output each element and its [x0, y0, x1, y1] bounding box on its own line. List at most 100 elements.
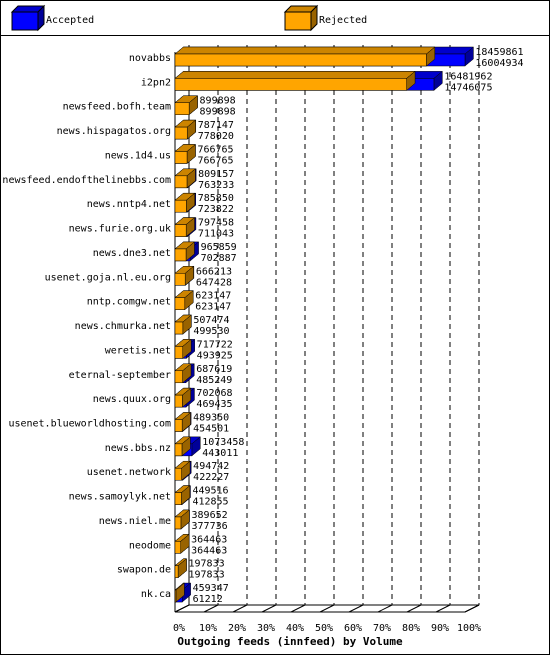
- bar: [174, 419, 183, 432]
- value-label: 766765: [197, 144, 233, 155]
- bar: [174, 273, 186, 286]
- y-tick-label: weretis.net: [105, 345, 171, 356]
- value-label: 499530: [193, 326, 229, 337]
- value-label: 711043: [198, 229, 234, 240]
- tick-mark: [174, 604, 190, 613]
- value-label: 454501: [193, 423, 229, 434]
- y-tick-label: novabbs: [129, 53, 171, 64]
- y-tick-label: news.nntp4.net: [87, 199, 171, 210]
- y-tick-label: news.1d4.us: [105, 150, 171, 161]
- value-label: 364463: [191, 534, 227, 545]
- value-label: 61212: [193, 594, 223, 605]
- bar: [174, 78, 407, 91]
- bar: [174, 467, 182, 481]
- legend-swatch: [11, 11, 39, 31]
- y-tick-label: usenet.network: [87, 467, 171, 478]
- y-tick-label: news.quux.org: [93, 394, 171, 405]
- bar: [174, 151, 188, 164]
- bar: [174, 321, 184, 335]
- value-label: 14746075: [444, 82, 492, 93]
- value-label: 197833: [189, 570, 225, 581]
- y-tick-label: nk.ca: [141, 589, 171, 600]
- y-tick-label: swapon.de: [117, 565, 171, 576]
- value-label: 469435: [196, 399, 232, 410]
- x-tick-label: 30%: [257, 623, 275, 634]
- y-tick-label: nntp.comgw.net: [87, 297, 171, 308]
- bar: [174, 589, 177, 603]
- value-label: 507474: [193, 315, 229, 326]
- value-label: 763233: [198, 180, 234, 191]
- value-label: 197833: [189, 559, 225, 570]
- y-tick-label: news.bbs.nz: [105, 443, 171, 454]
- x-tick-label: 80%: [402, 623, 420, 634]
- value-label: 422227: [193, 472, 229, 483]
- bar: [174, 297, 186, 310]
- value-label: 965859: [201, 242, 237, 253]
- y-tick-label: i2pn2: [141, 77, 171, 88]
- y-tick-label: news.chmurka.net: [75, 321, 171, 332]
- value-label: 16004934: [475, 58, 523, 69]
- value-label: 443011: [202, 448, 238, 459]
- value-label: 449516: [192, 486, 228, 497]
- y-tick-label: newsfeed.bofh.team: [63, 102, 171, 113]
- tick-mark: [290, 604, 306, 613]
- y-tick-label: news.furie.org.uk: [69, 224, 171, 235]
- bar: [174, 443, 183, 457]
- x-tick-label: 20%: [228, 623, 246, 634]
- value-label: 412855: [192, 497, 228, 508]
- bar: [174, 541, 181, 554]
- bar: [174, 248, 187, 262]
- value-label: 787147: [198, 120, 234, 131]
- legend-swatch: [284, 11, 312, 31]
- tick-mark: [319, 604, 335, 613]
- value-label: 785850: [198, 193, 234, 204]
- x-tick-label: 90%: [431, 623, 449, 634]
- tick-mark: [377, 604, 393, 613]
- y-tick-label: eternal-september: [69, 370, 171, 381]
- x-tick-label: 70%: [373, 623, 391, 634]
- y-tick-label: usenet.goja.nl.eu.org: [45, 272, 171, 283]
- bar: [174, 224, 187, 237]
- value-label: 797458: [198, 218, 234, 229]
- tick-mark: [232, 604, 248, 613]
- tick-mark: [406, 604, 422, 613]
- tick-mark: [464, 604, 480, 613]
- value-label: 666213: [196, 266, 232, 277]
- x-tick-label: 50%: [315, 623, 333, 634]
- x-tick-label: 0%: [173, 623, 185, 634]
- value-label: 485249: [196, 375, 232, 386]
- value-label: 723822: [198, 204, 234, 215]
- y-tick-label: neodome: [129, 540, 171, 551]
- bar: [174, 394, 183, 408]
- value-label: 459347: [193, 583, 229, 594]
- tick-mark: [348, 604, 364, 613]
- y-tick-label: news.dne3.net: [93, 248, 171, 259]
- bar: [174, 516, 182, 530]
- y-tick-label: newsfeed.endofthelinebbs.com: [2, 175, 171, 186]
- value-label: 702887: [201, 253, 237, 264]
- bar: [174, 199, 187, 213]
- tick-mark: [261, 604, 277, 613]
- value-label: 1073458: [202, 437, 244, 448]
- value-label: 809157: [198, 169, 234, 180]
- tick-mark: [435, 604, 451, 613]
- tick-mark: [203, 604, 219, 613]
- bar-top: [174, 71, 416, 79]
- bar: [174, 565, 179, 578]
- value-label: 364463: [191, 545, 227, 556]
- value-label: 899898: [200, 96, 236, 107]
- x-tick-label: 60%: [344, 623, 362, 634]
- bar: [174, 102, 190, 115]
- value-label: 717722: [197, 339, 233, 350]
- value-label: 489350: [193, 412, 229, 423]
- y-tick-label: news.hispagatos.org: [57, 126, 171, 137]
- value-label: 899898: [200, 107, 236, 118]
- bar: [174, 126, 188, 140]
- x-tick-label: 40%: [286, 623, 304, 634]
- value-label: 623147: [195, 302, 231, 313]
- x-tick-label: 100%: [457, 623, 481, 634]
- x-tick-label: 10%: [199, 623, 217, 634]
- value-label: 702068: [196, 388, 232, 399]
